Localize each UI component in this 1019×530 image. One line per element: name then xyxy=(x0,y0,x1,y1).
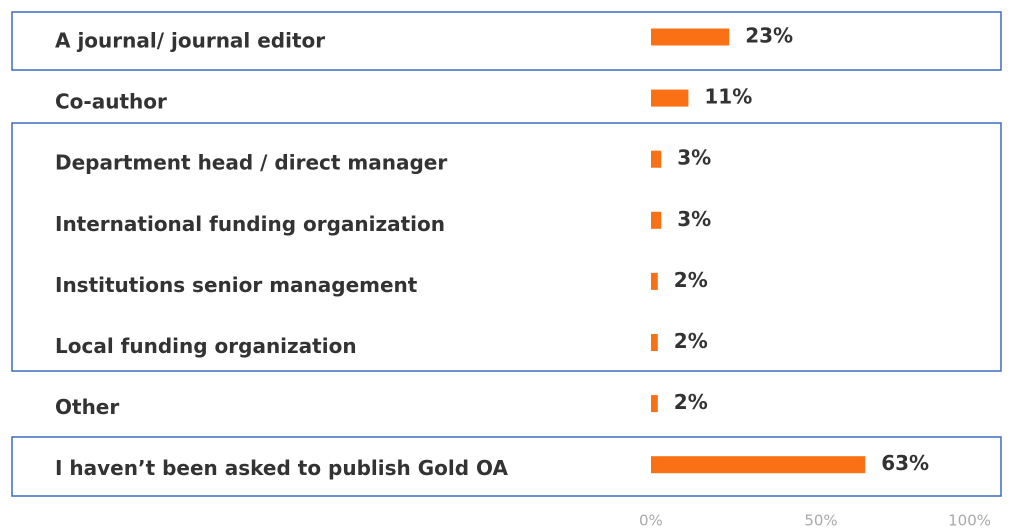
value-label: 11% xyxy=(704,85,752,109)
value-label: 3% xyxy=(677,207,711,231)
category-label: Institutions senior management xyxy=(55,273,418,297)
highlight-box xyxy=(11,436,1002,497)
category-label: I haven’t been asked to publish Gold OA xyxy=(55,456,508,480)
x-tick-label: 50% xyxy=(804,512,837,530)
category-label: Local funding organization xyxy=(55,334,357,358)
x-tick-label: 100% xyxy=(948,512,991,530)
bar xyxy=(651,150,662,168)
bar xyxy=(651,272,658,290)
bar xyxy=(651,211,662,229)
highlight-box xyxy=(11,11,1002,71)
bar xyxy=(651,456,866,474)
value-label: 2% xyxy=(674,268,708,292)
bar xyxy=(651,395,658,413)
highlight-box xyxy=(11,122,1002,372)
category-label: Co-author xyxy=(55,90,167,114)
value-label: 23% xyxy=(745,24,793,48)
bar xyxy=(651,334,658,351)
bar xyxy=(651,89,689,107)
value-label: 2% xyxy=(674,329,708,353)
x-tick-label: 0% xyxy=(639,512,663,530)
value-label: 2% xyxy=(674,390,708,414)
bar xyxy=(651,28,730,46)
category-label: A journal/ journal editor xyxy=(55,29,325,53)
category-label: International funding organization xyxy=(55,212,445,236)
value-label: 63% xyxy=(881,451,929,475)
value-label: 3% xyxy=(677,146,711,170)
category-label: Department head / direct manager xyxy=(55,151,447,175)
category-label: Other xyxy=(55,395,119,419)
